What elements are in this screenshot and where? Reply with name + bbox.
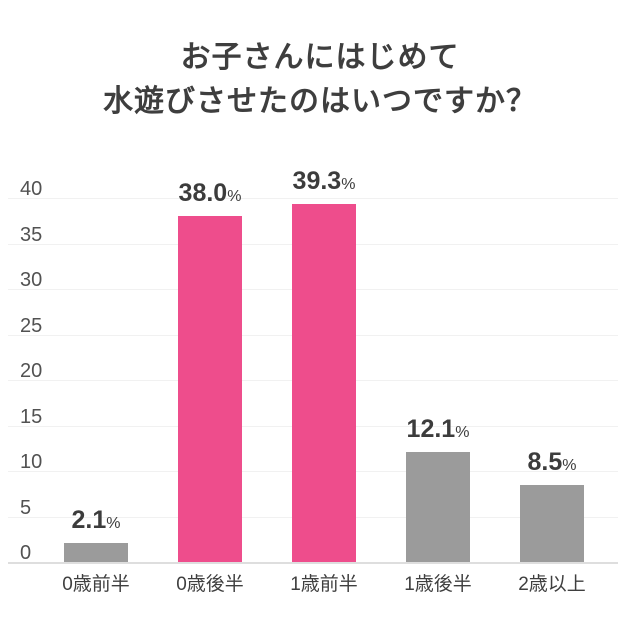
x-axis-line bbox=[8, 562, 618, 564]
bar-value-label: 38.0% bbox=[140, 179, 280, 208]
bar-value-number: 2.1 bbox=[71, 506, 107, 534]
y-axis-tick-label: 15 bbox=[20, 405, 43, 428]
bar-value-number: 39.3 bbox=[292, 167, 342, 195]
bar-1歳前半 bbox=[292, 204, 356, 562]
bar-value-percent-suffix: % bbox=[106, 515, 121, 532]
bar-value-percent-suffix: % bbox=[341, 176, 356, 193]
y-axis-tick-label: 20 bbox=[20, 360, 43, 382]
bar-value-number: 8.5 bbox=[527, 448, 563, 476]
x-axis-category-label: 0歳後半 bbox=[176, 574, 244, 595]
y-axis-tick-label: 35 bbox=[20, 223, 43, 246]
bar-value-percent-suffix: % bbox=[562, 457, 577, 474]
y-axis-tick-label: 25 bbox=[20, 314, 43, 337]
bar-value-label: 8.5% bbox=[482, 448, 622, 477]
bar-value-percent-suffix: % bbox=[227, 188, 242, 205]
x-axis-category-label: 2歳以上 bbox=[518, 574, 586, 595]
y-axis-tick-label: 10 bbox=[20, 451, 43, 473]
x-axis-category-label: 1歳前半 bbox=[290, 574, 358, 595]
y-axis-tick-label: 30 bbox=[20, 269, 43, 291]
bar-2歳以上 bbox=[520, 485, 584, 562]
bar-value-label: 39.3% bbox=[254, 167, 394, 196]
bar-value-number: 38.0 bbox=[178, 179, 228, 207]
bar-1歳後半 bbox=[406, 452, 470, 562]
chart-title: お子さんにはじめて 水遊びさせたのはいつですか？ bbox=[0, 36, 640, 123]
bar-value-label: 2.1% bbox=[26, 506, 166, 535]
chart-title-line1: お子さんにはじめて bbox=[180, 41, 460, 74]
bar-value-number: 12.1 bbox=[406, 415, 456, 443]
x-axis-category-label: 1歳後半 bbox=[404, 574, 472, 595]
y-axis-tick-label: 0 bbox=[20, 542, 32, 564]
y-axis-tick-label: 40 bbox=[20, 178, 43, 200]
chart-title-line2: 水遊びさせたのはいつですか？ bbox=[103, 84, 537, 118]
bar-value-label: 12.1% bbox=[368, 415, 508, 444]
y-axis-tick-label: 5 bbox=[20, 496, 32, 519]
gridline bbox=[8, 198, 618, 199]
x-axis-category-label: 0歳前半 bbox=[62, 574, 130, 595]
bar-0歳前半 bbox=[64, 543, 128, 562]
bar-value-percent-suffix: % bbox=[455, 424, 470, 441]
bar-0歳後半 bbox=[178, 216, 242, 562]
